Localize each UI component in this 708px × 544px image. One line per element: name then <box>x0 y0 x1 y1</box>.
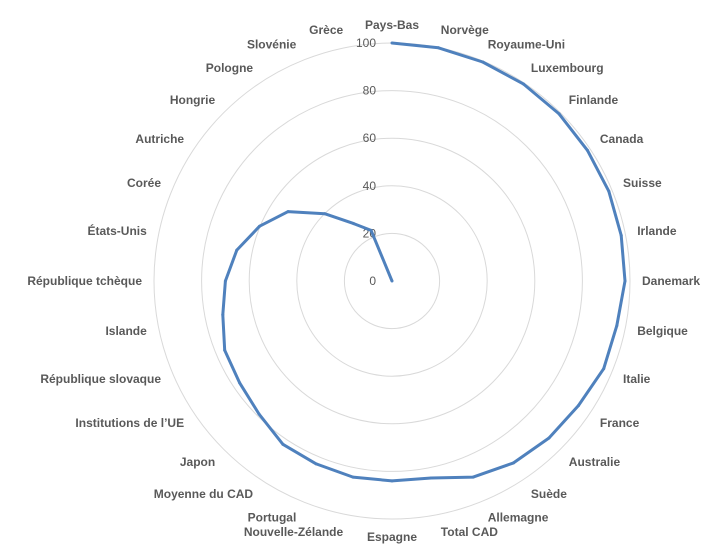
grid-ring <box>296 185 488 377</box>
grid-ring <box>343 232 441 330</box>
data-point <box>602 367 606 371</box>
category-label: Slovénie <box>247 38 297 52</box>
data-point <box>512 461 515 465</box>
data-point <box>607 189 611 193</box>
series-layer <box>221 41 627 483</box>
data-point <box>351 475 355 479</box>
category-label: Islande <box>105 324 147 338</box>
data-point <box>238 381 242 385</box>
tick-label: 40 <box>363 179 377 193</box>
category-label: Canada <box>600 132 644 146</box>
data-point <box>281 442 285 446</box>
tick-label: 80 <box>363 84 377 98</box>
data-point <box>547 436 551 440</box>
category-label: Pologne <box>206 61 254 75</box>
tick-label: 0 <box>369 274 376 288</box>
category-label: Autriche <box>135 132 184 146</box>
category-label: Luxembourg <box>531 61 604 75</box>
data-point <box>221 313 225 317</box>
data-point <box>576 404 580 408</box>
data-point <box>623 279 627 283</box>
category-label: Corée <box>127 176 161 190</box>
data-point <box>258 224 262 228</box>
data-point <box>223 279 227 283</box>
series-line <box>221 41 627 483</box>
data-point <box>619 233 623 237</box>
data-point <box>223 348 227 352</box>
data-point <box>314 462 318 466</box>
category-label: République slovaque <box>40 372 161 386</box>
category-label: Finlande <box>569 93 619 107</box>
data-point <box>323 212 327 216</box>
category-label: Nouvelle-Zélande <box>244 525 344 539</box>
category-label: Allemagne <box>488 511 549 525</box>
data-point <box>522 82 526 86</box>
category-label: Irlande <box>637 224 677 238</box>
data-point <box>481 60 485 64</box>
category-label: Japon <box>180 455 215 469</box>
category-label: Pays-Bas <box>365 18 419 32</box>
data-point <box>235 248 239 252</box>
category-label: Suède <box>531 487 567 501</box>
category-label: Moyenne du CAD <box>154 487 254 501</box>
category-label: Hongrie <box>170 93 216 107</box>
data-point <box>557 112 561 116</box>
category-label: République tchèque <box>27 274 142 288</box>
category-label: Total CAD <box>441 525 498 539</box>
category-label: Institutions de l’UE <box>75 416 184 430</box>
data-point <box>586 148 589 152</box>
category-label: Espagne <box>367 530 417 544</box>
category-label: Danemark <box>642 274 700 288</box>
tick-label: 100 <box>356 36 376 50</box>
data-point <box>471 475 475 479</box>
category-label: Grèce <box>309 23 343 37</box>
data-point <box>390 41 394 45</box>
data-point <box>257 412 261 416</box>
data-point <box>352 222 356 226</box>
category-label: Belgique <box>637 324 688 338</box>
category-label: Royaume-Uni <box>488 38 565 52</box>
tick-label: 60 <box>363 131 377 145</box>
category-label: France <box>600 416 640 430</box>
grid-ring <box>201 90 583 472</box>
category-label: Norvège <box>441 23 489 37</box>
data-point <box>615 324 619 328</box>
data-point <box>390 279 394 283</box>
data-point <box>436 46 440 50</box>
category-label: Australie <box>569 455 621 469</box>
data-point <box>286 210 290 214</box>
category-label: Suisse <box>623 176 662 190</box>
data-point <box>390 479 394 483</box>
category-label: États-Unis <box>87 223 147 238</box>
grid-ring <box>248 137 536 425</box>
category-label: Portugal <box>248 511 297 525</box>
category-label: Italie <box>623 372 651 386</box>
data-point <box>429 476 433 480</box>
data-point <box>369 228 373 232</box>
